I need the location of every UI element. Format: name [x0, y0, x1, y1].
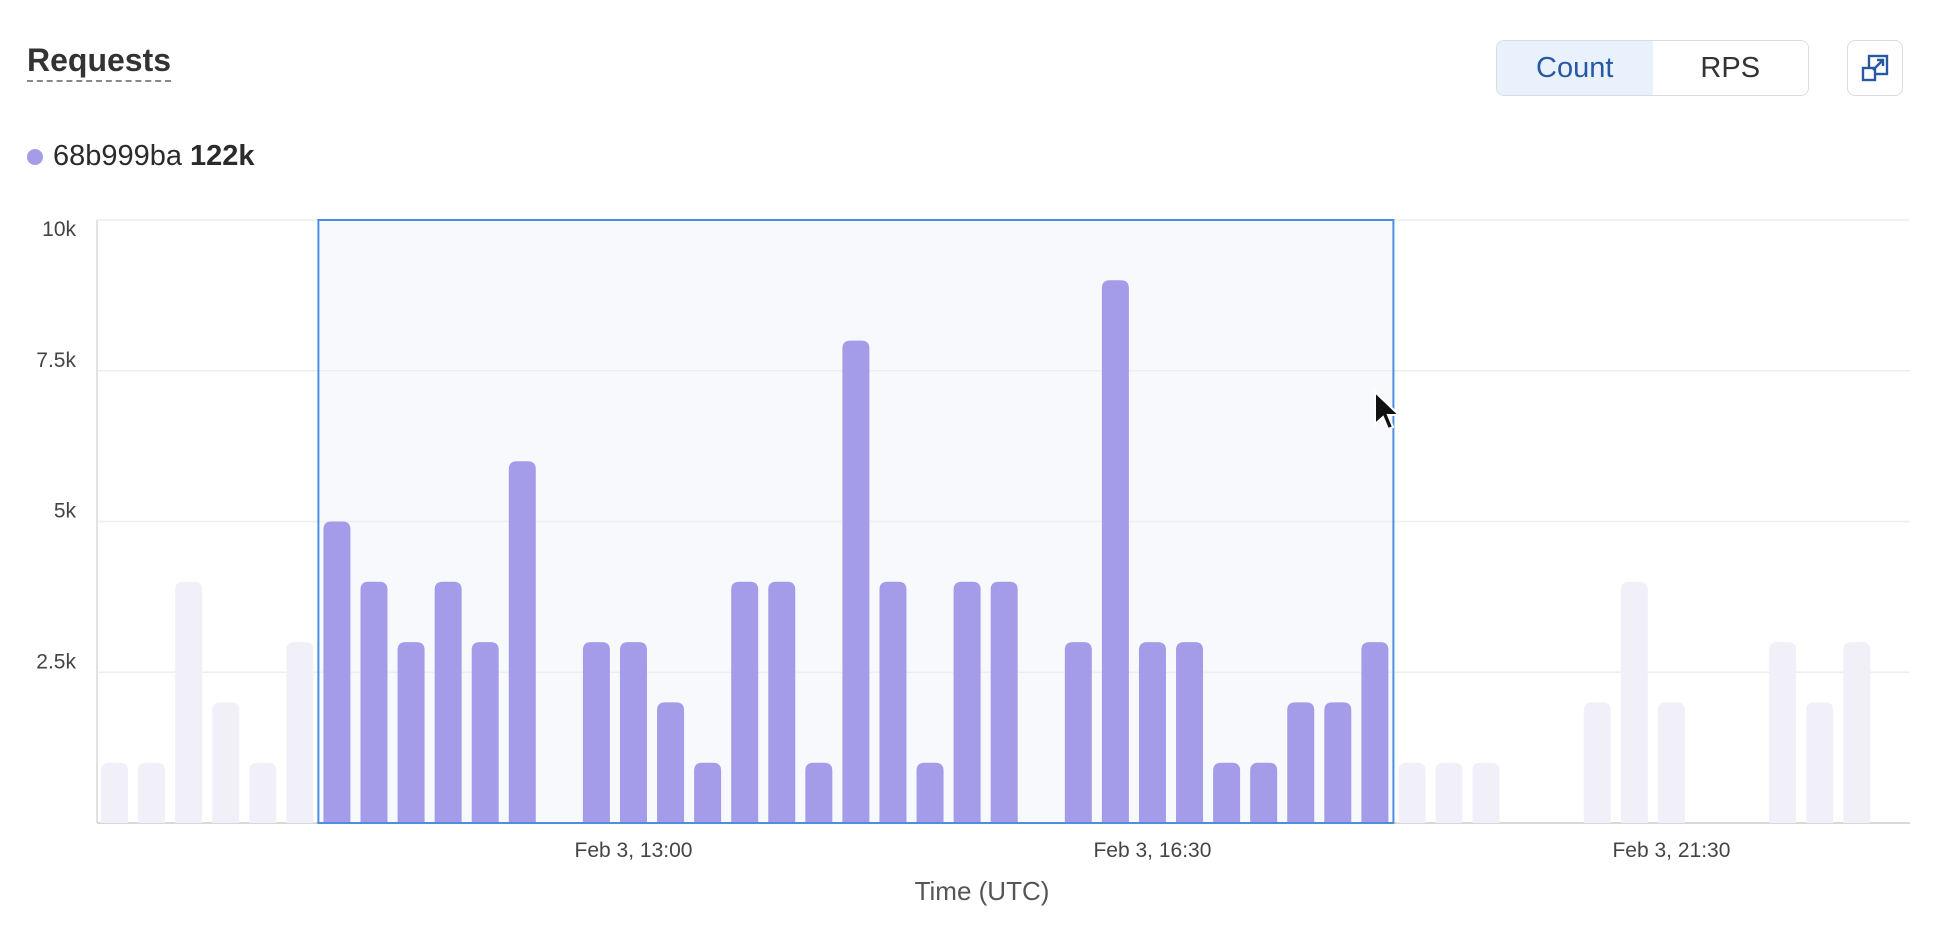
bar — [138, 762, 166, 823]
bar — [1843, 642, 1871, 823]
bar — [694, 762, 722, 823]
x-axis-title: Time (UTC) — [914, 876, 1050, 906]
bar — [175, 581, 203, 823]
bar — [508, 461, 536, 823]
expand-button[interactable] — [1847, 40, 1903, 96]
y-tick-label: 10k — [42, 218, 76, 241]
bar — [1287, 702, 1315, 823]
bar — [1769, 642, 1797, 823]
bar — [1435, 762, 1463, 823]
x-tick-label: Feb 3, 13:00 — [575, 839, 693, 862]
bar — [1213, 762, 1241, 823]
bar — [286, 642, 314, 823]
toggle-count[interactable]: Count — [1497, 41, 1653, 95]
bar — [879, 581, 907, 823]
legend-dot — [27, 148, 43, 165]
chart-title[interactable]: Requests — [27, 42, 172, 82]
selection-border — [317, 219, 1395, 824]
bar — [990, 581, 1018, 823]
bar — [360, 581, 388, 823]
bar — [657, 702, 685, 823]
bar — [1324, 702, 1352, 823]
y-tick-label: 5k — [54, 500, 77, 523]
bar — [768, 581, 796, 823]
toggle-rps[interactable]: RPS — [1652, 41, 1808, 95]
bar — [805, 762, 833, 823]
bar — [1657, 702, 1685, 823]
bar — [323, 521, 351, 823]
mouse-cursor-icon — [1374, 390, 1402, 431]
bar — [471, 642, 499, 823]
expand-icon — [1861, 54, 1889, 82]
legend-total: 122k — [190, 140, 255, 172]
bar — [249, 762, 277, 823]
bar — [842, 340, 870, 823]
bar — [434, 581, 462, 823]
metric-toggle[interactable]: Count RPS — [1496, 40, 1809, 96]
bar — [1138, 642, 1166, 823]
bar — [1398, 762, 1426, 823]
bar — [1176, 642, 1204, 823]
y-tick-label: 2.5k — [36, 650, 76, 673]
bar — [101, 762, 128, 823]
legend-series-name: 68b999ba — [53, 140, 183, 172]
bar — [1064, 642, 1092, 823]
bar — [1472, 762, 1500, 823]
bar — [1250, 762, 1278, 823]
bar — [1101, 280, 1129, 823]
bar — [582, 642, 610, 823]
bar — [916, 762, 944, 823]
bar — [1361, 642, 1389, 823]
bar — [1583, 702, 1611, 823]
bar — [731, 581, 759, 823]
x-tick-label: Feb 3, 21:30 — [1612, 839, 1730, 862]
bar — [397, 642, 425, 823]
y-tick-label: 7.5k — [36, 349, 76, 372]
bar — [212, 702, 240, 823]
bar — [1806, 702, 1834, 823]
bar — [619, 642, 647, 823]
legend: 68b999ba 122k — [27, 140, 255, 173]
x-tick-label: Feb 3, 16:30 — [1093, 839, 1211, 862]
bar — [1620, 581, 1648, 823]
bar — [953, 581, 981, 823]
